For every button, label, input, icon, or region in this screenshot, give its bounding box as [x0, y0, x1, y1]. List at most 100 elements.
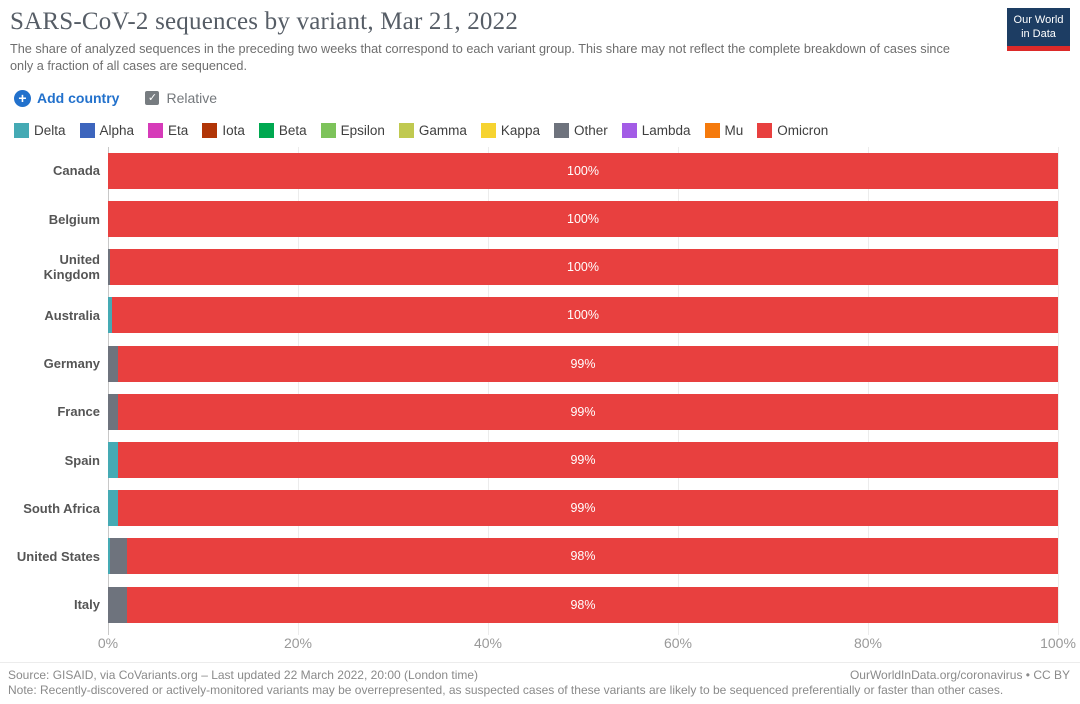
bar-segment-other[interactable]: [108, 345, 118, 382]
owid-logo[interactable]: Our World in Data: [1007, 8, 1070, 51]
x-tick-label: 0%: [97, 634, 119, 651]
bar-track[interactable]: 100%: [108, 152, 1058, 189]
note-text: Note: Recently-discovered or actively-mo…: [8, 683, 1004, 698]
country-label: France: [57, 404, 100, 420]
bar-segment-other[interactable]: [108, 586, 127, 623]
legend-item-delta[interactable]: Delta: [14, 122, 66, 138]
gridline: [108, 146, 109, 635]
legend-label: Alpha: [99, 122, 135, 138]
checkbox-checked-icon[interactable]: ✓: [145, 91, 160, 106]
bar-track[interactable]: 98%: [108, 586, 1058, 623]
chart-row: Australia 100%: [0, 291, 1058, 339]
bar-segment-other[interactable]: [108, 249, 110, 286]
legend-swatch-lambda: [621, 122, 637, 138]
bar-value-label: 99%: [570, 356, 596, 371]
bar-track[interactable]: 99%: [108, 345, 1058, 382]
legend-item-beta[interactable]: Beta: [258, 122, 307, 138]
legend-label: Beta: [278, 122, 307, 138]
x-tick-label: 60%: [663, 634, 693, 651]
bar-value-label: 99%: [570, 404, 596, 419]
x-tick-label: 20%: [283, 634, 313, 651]
bar-segment-delta[interactable]: [108, 538, 110, 575]
legend-label: Iota: [222, 122, 245, 138]
legend-swatch-omicron: [757, 122, 773, 138]
relative-label: Relative: [166, 90, 218, 107]
legend-swatch-gamma: [398, 122, 414, 138]
x-tick-label: 40%: [473, 634, 503, 651]
legend-label: Eta: [168, 122, 189, 138]
legend-swatch-delta: [14, 122, 29, 138]
bar-track[interactable]: 99%: [108, 442, 1058, 478]
country-label: Canada: [53, 163, 100, 179]
legend-swatch-other: [553, 122, 569, 138]
chart-rows: Canada 100% Belgium 100% United Kingdom 100% A…: [0, 147, 1058, 629]
legend-item-iota[interactable]: Iota: [202, 122, 245, 138]
chart-subtitle: The share of analyzed sequences in the p…: [10, 42, 950, 73]
country-label: Germany: [43, 356, 100, 372]
chart-row: Belgium 100%: [0, 195, 1058, 243]
owid-link[interactable]: OurWorldInData.org/coronavirus • CC BY: [849, 667, 1070, 682]
legend-item-alpha[interactable]: Alpha: [79, 122, 135, 138]
legend-label: Other: [573, 122, 608, 138]
chart-row: Italy 98%: [0, 580, 1058, 628]
x-tick-label: 100%: [1040, 634, 1076, 651]
legend-item-gamma[interactable]: Gamma: [398, 122, 467, 138]
legend-item-eta[interactable]: Eta: [148, 122, 189, 138]
legend-label: Mu: [724, 122, 744, 138]
chart-row: United States 98%: [0, 532, 1058, 580]
chart-area: Canada 100% Belgium 100% United Kingdom 100% A…: [0, 146, 1076, 655]
page-title: SARS-CoV-2 sequences by variant, Mar 21,…: [10, 8, 519, 35]
legend-swatch-eta: [148, 122, 164, 138]
bar-value-label: 99%: [570, 501, 596, 516]
country-label: South Africa: [23, 500, 100, 516]
bar-segment-other[interactable]: [108, 393, 118, 430]
relative-toggle[interactable]: ✓ Relative: [145, 90, 217, 106]
country-label: Belgium: [48, 211, 100, 227]
legend-label: Delta: [34, 122, 66, 138]
legend-item-other[interactable]: Other: [553, 122, 608, 138]
legend-item-kappa[interactable]: Kappa: [480, 122, 540, 138]
bar-segment-omicron[interactable]: [126, 538, 1058, 575]
legend-label: Kappa: [500, 122, 540, 138]
chart-header: SARS-CoV-2 sequences by variant, Mar 21,…: [0, 0, 1080, 75]
bar-value-label: 100%: [567, 308, 599, 323]
country-label: Italy: [73, 597, 100, 613]
add-country-button[interactable]: + Add country: [14, 89, 119, 107]
bar-track[interactable]: 100%: [108, 297, 1058, 334]
owid-logo-text: Our World in Data: [1013, 13, 1064, 40]
bar-segment-delta[interactable]: [108, 442, 118, 478]
legend-item-epsilon[interactable]: Epsilon: [320, 122, 385, 138]
gridline: [1058, 146, 1059, 635]
x-tick-label: 80%: [853, 634, 883, 651]
bar-track[interactable]: 100%: [108, 249, 1058, 286]
bar-value-label: 100%: [567, 212, 599, 227]
bar-value-label: 99%: [570, 453, 596, 467]
bar-track[interactable]: 99%: [108, 393, 1058, 430]
bar-segment-omicron[interactable]: [117, 393, 1058, 430]
bar-track[interactable]: 99%: [108, 490, 1058, 527]
x-axis: 0% 20% 40% 60% 80% 100%: [98, 629, 1076, 655]
country-label: Spain: [64, 452, 100, 468]
legend-item-lambda[interactable]: Lambda: [621, 122, 691, 138]
bar-segment-omicron[interactable]: [111, 297, 1058, 334]
bar-segment-delta[interactable]: [108, 297, 112, 334]
bar-segment-omicron[interactable]: [108, 152, 1058, 189]
legend-swatch-mu: [704, 122, 720, 138]
bar-segment-omicron[interactable]: [117, 490, 1058, 527]
bar-segment-omicron[interactable]: [109, 249, 1058, 286]
bar-segment-omicron[interactable]: [117, 345, 1058, 382]
bar-value-label: 98%: [570, 549, 596, 564]
bar-segment-delta[interactable]: [108, 490, 118, 527]
bar-segment-omicron[interactable]: [108, 201, 1058, 238]
legend-item-mu[interactable]: Mu: [704, 122, 744, 138]
legend-label: Omicron: [777, 122, 829, 138]
bar-track[interactable]: 100%: [108, 201, 1058, 238]
bar-track[interactable]: 98%: [108, 538, 1058, 575]
bar-segment-omicron[interactable]: [117, 442, 1058, 478]
bar-segment-omicron[interactable]: [127, 586, 1058, 623]
legend-item-omicron[interactable]: Omicron: [757, 122, 829, 138]
legend: Delta Alpha Eta Iota Beta Epsilon Gamma Kappa Ot…: [14, 122, 1080, 138]
bar-segment-other[interactable]: [109, 538, 127, 575]
gridline: [298, 146, 299, 635]
